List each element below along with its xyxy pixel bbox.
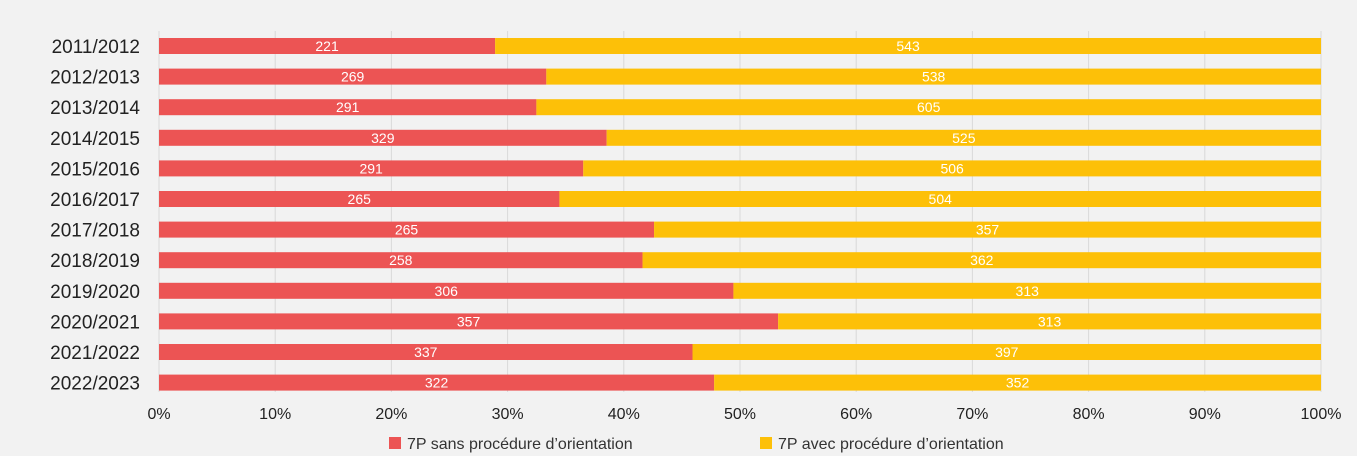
category-label: 2016/2017: [50, 190, 140, 211]
bar-sans-procedure: [159, 252, 643, 269]
bar-avec-procedure: [692, 344, 1321, 360]
bar-avec-procedure: [559, 191, 1321, 207]
x-tick-label: 50%: [724, 406, 756, 423]
x-tick-label: 40%: [608, 406, 640, 423]
data-label-avec-procedure: 357: [976, 222, 1000, 238]
bar-sans-procedure: [159, 68, 547, 85]
bar-sans-procedure: [159, 191, 560, 207]
data-label-sans-procedure: 322: [425, 375, 449, 391]
data-label-avec-procedure: 506: [940, 160, 964, 176]
bar-sans-procedure: [159, 374, 715, 391]
x-tick-label: 70%: [956, 406, 988, 423]
category-label: 2019/2020: [50, 282, 140, 303]
data-label-avec-procedure: 313: [1038, 313, 1062, 329]
data-label-sans-procedure: 329: [371, 130, 395, 146]
bar-avec-procedure: [546, 68, 1321, 85]
category-label: 2021/2022: [50, 343, 140, 364]
bar-avec-procedure: [778, 313, 1321, 330]
bar-avec-procedure: [606, 129, 1321, 146]
bar-avec-procedure: [536, 99, 1321, 116]
legend-sans-procedure-label: 7P sans procédure d’orientation: [407, 436, 633, 453]
bar-avec-procedure: [583, 160, 1321, 177]
category-label: 2020/2021: [50, 312, 140, 333]
bar-avec-procedure: [714, 374, 1321, 391]
data-label-sans-procedure: 357: [457, 313, 481, 329]
bar-sans-procedure: [159, 313, 779, 330]
bar-sans-procedure: [159, 38, 496, 54]
x-tick-label: 90%: [1189, 406, 1221, 423]
legend-avec-procedure-swatch: [760, 437, 772, 449]
x-tick-label: 100%: [1301, 406, 1342, 423]
bar-sans-procedure: [159, 129, 607, 146]
x-tick-label: 30%: [492, 406, 524, 423]
category-label: 2012/2013: [50, 68, 140, 89]
bar-avec-procedure: [654, 221, 1321, 238]
data-label-avec-procedure: 543: [896, 38, 920, 54]
bar-sans-procedure: [159, 160, 584, 177]
category-label: 2014/2015: [50, 129, 140, 150]
data-label-avec-procedure: 362: [970, 252, 994, 268]
data-label-sans-procedure: 269: [341, 69, 365, 85]
data-label-sans-procedure: 258: [389, 252, 413, 268]
x-tick-label: 20%: [375, 406, 407, 423]
data-label-sans-procedure: 265: [348, 191, 372, 207]
data-label-sans-procedure: 306: [435, 283, 459, 299]
bar-sans-procedure: [159, 344, 693, 360]
x-tick-label: 80%: [1073, 406, 1105, 423]
bar-sans-procedure: [159, 282, 734, 299]
data-label-avec-procedure: 352: [1006, 375, 1030, 391]
category-label: 2015/2016: [50, 159, 140, 180]
bar-avec-procedure: [733, 282, 1321, 299]
x-tick-label: 0%: [147, 406, 170, 423]
category-label: 2022/2023: [50, 374, 140, 395]
category-label: 2013/2014: [50, 98, 140, 119]
category-label: 2017/2018: [50, 221, 140, 242]
data-label-sans-procedure: 265: [395, 222, 419, 238]
legend-sans-procedure-swatch: [389, 437, 401, 449]
category-label: 2011/2012: [52, 37, 140, 58]
data-label-sans-procedure: 337: [414, 344, 438, 360]
category-label: 2018/2019: [50, 251, 140, 272]
data-label-sans-procedure: 291: [336, 99, 360, 115]
bar-sans-procedure: [159, 99, 537, 116]
data-label-avec-procedure: 525: [952, 130, 976, 146]
data-label-avec-procedure: 504: [929, 191, 953, 207]
data-label-avec-procedure: 397: [995, 344, 1019, 360]
x-tick-label: 10%: [259, 406, 291, 423]
data-label-avec-procedure: 605: [917, 99, 941, 115]
data-label-sans-procedure: 221: [315, 38, 339, 54]
data-label-sans-procedure: 291: [359, 160, 383, 176]
data-label-avec-procedure: 313: [1016, 283, 1040, 299]
bar-avec-procedure: [495, 38, 1321, 54]
bar-avec-procedure: [642, 252, 1321, 269]
x-tick-label: 60%: [840, 406, 872, 423]
legend-avec-procedure-label: 7P avec procédure d’orientation: [778, 436, 1004, 453]
bar-sans-procedure: [159, 221, 655, 238]
data-label-avec-procedure: 538: [922, 69, 946, 85]
